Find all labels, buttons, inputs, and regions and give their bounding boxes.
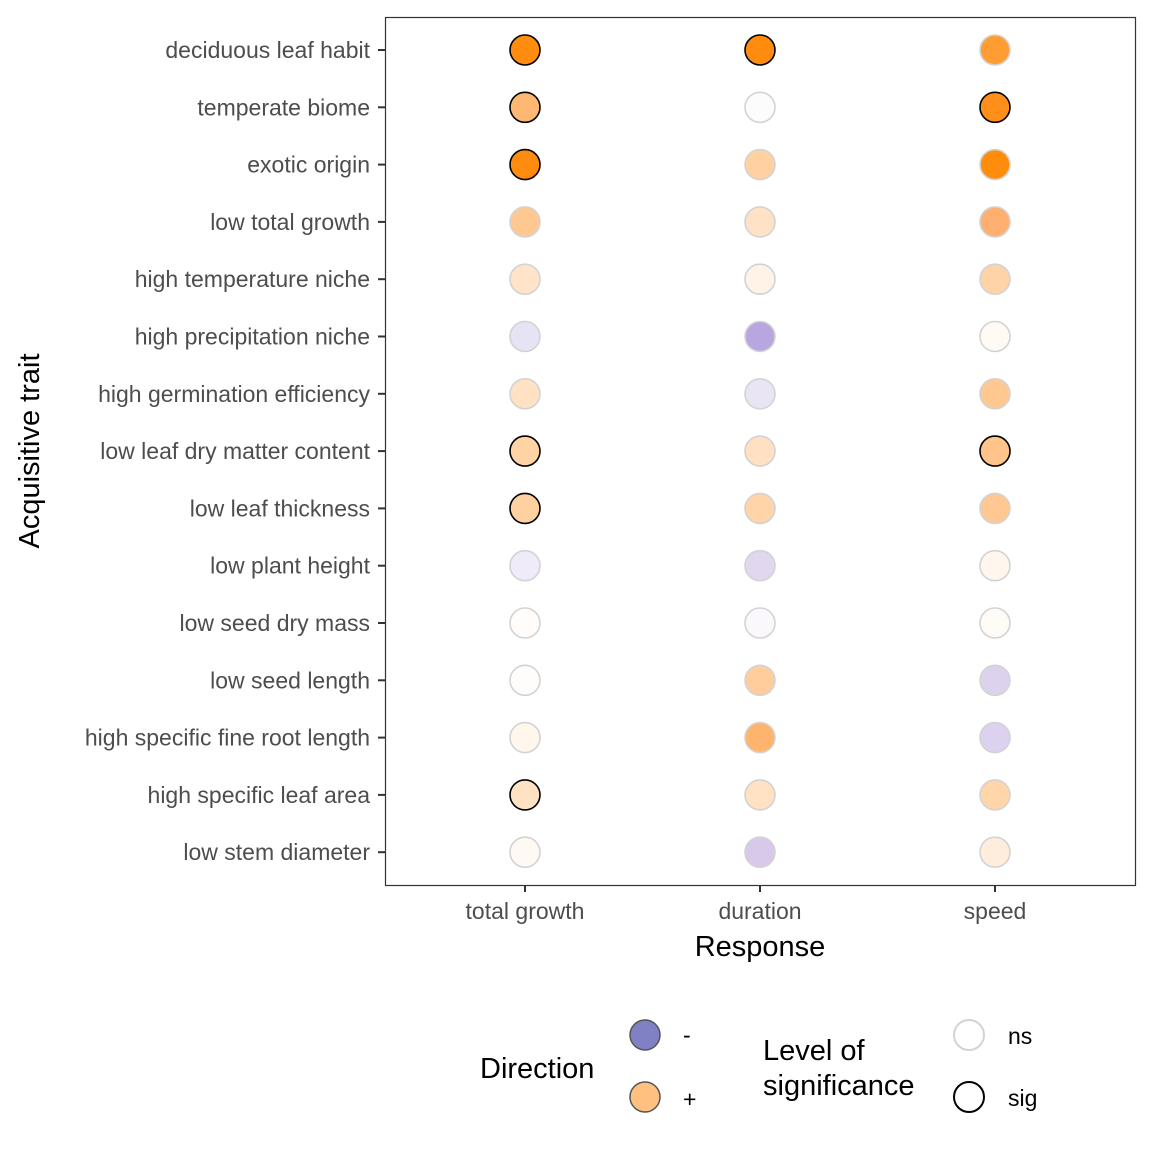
point-high-precipitation-niche-speed xyxy=(979,320,1011,353)
point-deciduous-leaf-habit-speed xyxy=(979,34,1011,66)
point-low-seed-length-duration xyxy=(744,664,776,697)
y-tick-label-low-seed-dry-mass: low seed dry mass xyxy=(180,610,370,636)
y-tick-label-low-leaf-thickness: low leaf thickness xyxy=(190,495,370,521)
point-low-total-growth-duration xyxy=(744,206,776,238)
point-low-leaf-thickness-duration xyxy=(744,492,776,525)
y-tick-label-exotic-origin: exotic origin xyxy=(247,152,370,178)
y-tick-label-high-germination-efficiency: high germination efficiency xyxy=(98,381,370,407)
legend-direction-label-negative: - xyxy=(683,1022,691,1048)
point-low-seed-dry-mass-speed xyxy=(979,607,1011,639)
legend-direction: Direction - + xyxy=(480,1019,696,1113)
point-low-plant-height-total-growth xyxy=(509,549,541,582)
data-points xyxy=(509,34,1011,869)
legend-significance-swatch-ns xyxy=(953,1019,985,1051)
point-low-leaf-dry-matter-content-speed xyxy=(979,435,1011,467)
point-low-leaf-dry-matter-content-total-growth xyxy=(509,435,541,467)
x-axis-title: Response xyxy=(695,931,826,963)
y-tick-label-low-total-growth: low total growth xyxy=(210,209,370,235)
point-exotic-origin-duration xyxy=(744,148,776,181)
legend-significance-title-line2: significance xyxy=(763,1070,915,1102)
legend-direction-label-positive: + xyxy=(683,1086,696,1112)
legend-direction-swatch-positive xyxy=(629,1081,661,1113)
point-low-stem-diameter-duration xyxy=(744,836,776,869)
legend-direction-title: Direction xyxy=(480,1053,594,1085)
point-high-germination-efficiency-total-growth xyxy=(509,377,541,410)
legend-significance-title-line1: Level of xyxy=(763,1035,866,1067)
point-low-total-growth-total-growth xyxy=(509,206,541,238)
point-low-seed-dry-mass-total-growth xyxy=(509,607,541,639)
point-deciduous-leaf-habit-duration xyxy=(744,34,776,66)
point-low-leaf-dry-matter-content-duration xyxy=(744,435,776,467)
point-high-specific-fine-root-length-duration xyxy=(744,721,776,754)
legend-significance: Level of significance ns sig xyxy=(763,1019,1037,1113)
point-high-specific-leaf-area-speed xyxy=(979,779,1011,811)
point-high-precipitation-niche-total-growth xyxy=(509,320,541,353)
y-tick-label-high-specific-leaf-area: high specific leaf area xyxy=(148,782,371,808)
point-high-temperature-niche-speed xyxy=(979,263,1011,296)
point-high-specific-fine-root-length-speed xyxy=(979,721,1011,754)
point-low-seed-length-total-growth xyxy=(509,664,541,697)
point-high-precipitation-niche-duration xyxy=(744,320,776,353)
y-tick-label-low-stem-diameter: low stem diameter xyxy=(183,839,370,865)
legend-direction-swatch-negative xyxy=(629,1019,661,1051)
legend: Direction - + Level of significance ns s… xyxy=(480,1019,1037,1113)
legend-significance-label-ns: ns xyxy=(1008,1023,1032,1049)
point-temperate-biome-total-growth xyxy=(509,91,541,124)
x-tick-label-speed: speed xyxy=(964,898,1027,924)
point-exotic-origin-speed xyxy=(979,148,1011,181)
legend-significance-label-sig: sig xyxy=(1008,1085,1037,1111)
x-axis: total growth duration speed xyxy=(466,885,1027,924)
point-low-plant-height-speed xyxy=(979,549,1011,582)
point-temperate-biome-duration xyxy=(744,91,776,124)
point-high-germination-efficiency-duration xyxy=(744,377,776,410)
point-high-germination-efficiency-speed xyxy=(979,377,1011,410)
y-tick-label-low-leaf-dry-matter-content: low leaf dry matter content xyxy=(100,438,370,464)
point-high-specific-fine-root-length-total-growth xyxy=(509,721,541,754)
y-tick-label-deciduous-leaf-habit: deciduous leaf habit xyxy=(165,37,370,63)
point-high-specific-leaf-area-total-growth xyxy=(509,779,541,811)
y-tick-label-temperate-biome: temperate biome xyxy=(197,94,370,120)
point-low-total-growth-speed xyxy=(979,206,1011,238)
point-low-plant-height-duration xyxy=(744,549,776,582)
x-tick-label-duration: duration xyxy=(718,898,801,924)
point-low-leaf-thickness-speed xyxy=(979,492,1011,525)
point-high-specific-leaf-area-duration xyxy=(744,779,776,811)
point-deciduous-leaf-habit-total-growth xyxy=(509,34,541,66)
x-tick-label-total-growth: total growth xyxy=(466,898,585,924)
y-tick-label-high-precipitation-niche: high precipitation niche xyxy=(135,324,370,350)
y-tick-label-high-temperature-niche: high temperature niche xyxy=(135,266,370,292)
point-low-leaf-thickness-total-growth xyxy=(509,492,541,525)
point-low-stem-diameter-total-growth xyxy=(509,836,541,869)
point-low-seed-length-speed xyxy=(979,664,1011,697)
legend-significance-swatch-sig xyxy=(953,1081,985,1113)
y-axis-title: Acquisitive trait xyxy=(14,353,46,548)
point-temperate-biome-speed xyxy=(979,91,1011,124)
y-tick-label-low-seed-length: low seed length xyxy=(210,667,370,693)
y-tick-label-low-plant-height: low plant height xyxy=(210,553,370,579)
y-tick-label-high-specific-fine-root-length: high specific fine root length xyxy=(85,725,370,751)
point-low-stem-diameter-speed xyxy=(979,836,1011,869)
point-high-temperature-niche-total-growth xyxy=(509,263,541,296)
y-axis: deciduous leaf habit temperate biome exoti… xyxy=(85,37,385,865)
point-exotic-origin-total-growth xyxy=(509,148,541,181)
point-high-temperature-niche-duration xyxy=(744,263,776,296)
plot-panel-border xyxy=(384,16,1137,887)
point-low-seed-dry-mass-duration xyxy=(744,607,776,639)
